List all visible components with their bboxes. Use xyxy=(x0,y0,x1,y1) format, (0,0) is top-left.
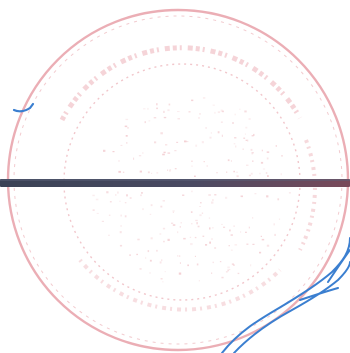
seal-arc-lettering-right xyxy=(298,139,317,251)
seal-arc-lettering-top xyxy=(59,45,303,122)
seal-arc-lettering-bottom xyxy=(78,258,282,312)
handwritten-signature xyxy=(221,237,350,353)
seal-center-emblem xyxy=(92,97,291,283)
ink-tick-mark xyxy=(12,102,35,113)
horizontal-rule-highlight xyxy=(0,179,350,181)
